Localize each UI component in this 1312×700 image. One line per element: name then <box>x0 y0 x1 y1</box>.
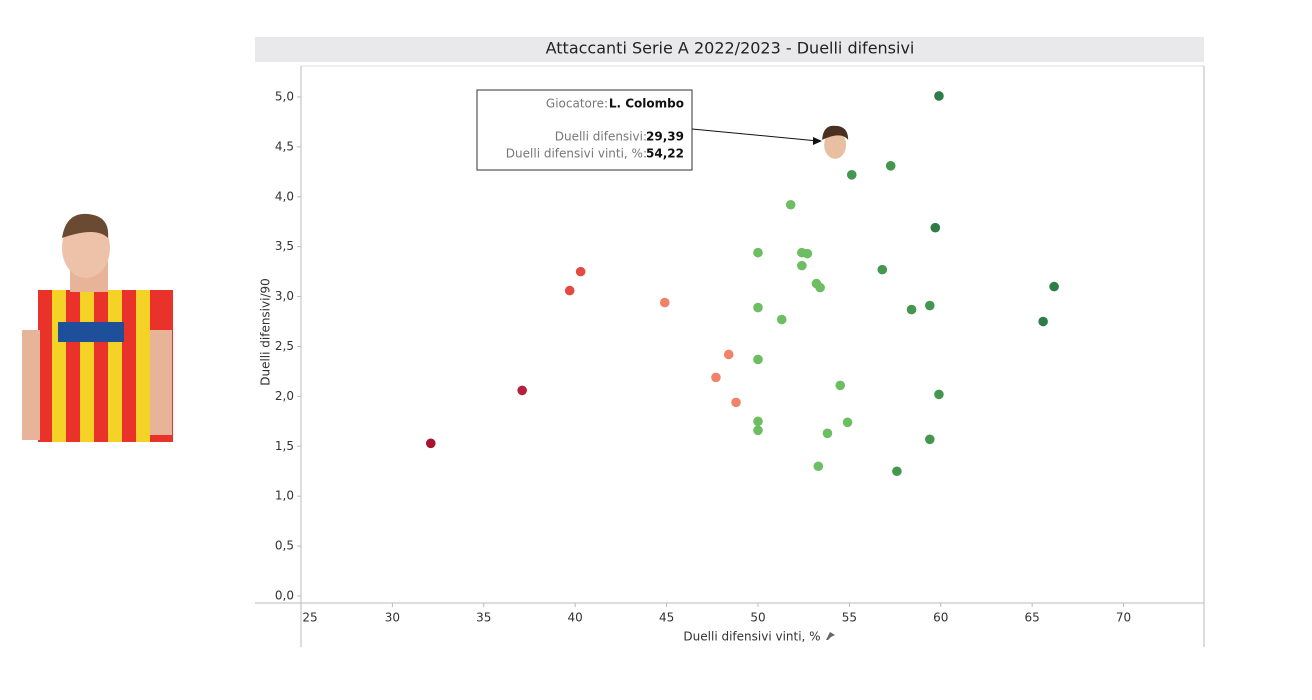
point <box>877 264 888 275</box>
y-tick-label: 4,0 <box>275 189 294 203</box>
point <box>813 461 824 472</box>
tooltip-won-label: Duelli difensivi vinti, %: <box>506 147 647 161</box>
y-tick-label: 0,0 <box>275 589 294 603</box>
y-tick-label: 4,5 <box>275 139 294 153</box>
x-tick-label: 55 <box>842 611 857 625</box>
point <box>802 248 813 259</box>
avatar-part <box>824 130 847 159</box>
point <box>753 416 763 427</box>
point <box>906 304 917 315</box>
point <box>776 314 787 325</box>
player-photo <box>22 213 173 442</box>
y-tick-label: 3,5 <box>275 239 294 253</box>
x-tick-label: 30 <box>385 611 400 625</box>
point <box>892 466 902 477</box>
y-tick-label: 1,5 <box>275 439 294 453</box>
point <box>1049 281 1059 292</box>
title-bar <box>255 37 1204 62</box>
highlight-avatar <box>822 125 849 159</box>
point <box>822 428 833 439</box>
point <box>425 438 436 449</box>
x-tick-label: 40 <box>568 611 583 625</box>
point <box>517 385 527 396</box>
avatar-part <box>822 125 849 140</box>
tooltip: L. Colombo Giocatore: 29,39 Duelli difen… <box>476 89 822 171</box>
point <box>731 397 741 408</box>
y-tick-label: 1,0 <box>275 489 294 503</box>
x-tick-label: 50 <box>750 611 765 625</box>
point <box>934 91 944 101</box>
x-tick-label: 25 <box>302 611 317 625</box>
plot-frame <box>255 65 1205 647</box>
x-tick-label: 70 <box>1116 611 1131 625</box>
x-axis-title: Duelli difensivi vinti, % <box>683 630 820 644</box>
point <box>711 372 721 383</box>
y-axis-title: Duelli difensivi/90 <box>259 278 273 386</box>
point <box>925 300 935 311</box>
point <box>1038 316 1048 327</box>
point <box>835 380 846 391</box>
point <box>815 282 825 293</box>
point <box>846 169 857 180</box>
y-tick-label: 3,0 <box>275 289 294 303</box>
y-tick-label: 0,5 <box>275 539 294 553</box>
pin-icon <box>826 632 835 640</box>
point <box>925 434 935 445</box>
tooltip-won: 54,22 <box>646 147 684 161</box>
point <box>753 302 763 313</box>
point <box>723 349 734 360</box>
point <box>797 260 807 271</box>
tooltip-player: L. Colombo <box>609 97 684 111</box>
point <box>564 285 575 296</box>
point <box>753 425 763 436</box>
y-tick-label: 5,0 <box>275 89 294 103</box>
point <box>785 199 796 210</box>
x-tick-label: 45 <box>659 611 674 625</box>
point <box>659 297 670 308</box>
point <box>842 417 853 428</box>
point <box>753 247 763 258</box>
y-tick-label: 2,5 <box>275 339 294 353</box>
tooltip-duels: 29,39 <box>646 130 684 144</box>
x-tick-label: 65 <box>1025 611 1040 625</box>
point <box>934 389 944 400</box>
tooltip-player-label: Giocatore: <box>546 97 608 111</box>
point <box>753 354 763 365</box>
tooltip-duels-label: Duelli difensivi: <box>555 130 647 144</box>
chart-title: Attaccanti Serie A 2022/2023 - Duelli di… <box>546 39 915 58</box>
point <box>885 161 896 171</box>
y-tick-label: 2,0 <box>275 389 294 403</box>
point <box>930 222 941 233</box>
x-tick-label: 60 <box>933 611 948 625</box>
point <box>575 266 586 277</box>
x-tick-label: 35 <box>476 611 491 625</box>
